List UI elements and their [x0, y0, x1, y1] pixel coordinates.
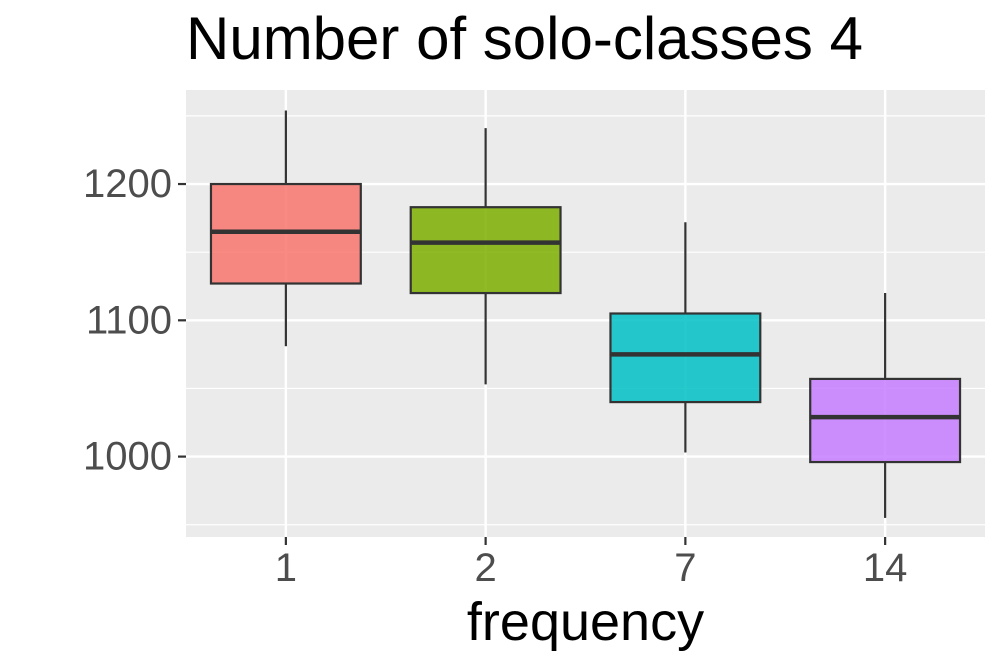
box-body [409, 206, 562, 295]
box-14 [809, 293, 962, 518]
x-tick-label: 7 [674, 546, 696, 590]
box-body [809, 377, 962, 464]
box-2 [409, 128, 562, 385]
x-tick-label: 14 [863, 546, 908, 590]
y-tick-label: 1100 [86, 298, 172, 342]
y-tick-label: 1000 [83, 435, 172, 479]
x-axis: 1 2 7 14 [275, 537, 908, 590]
x-tick-label: 1 [275, 546, 297, 590]
x-tick-label: 2 [475, 546, 497, 590]
box-1 [209, 110, 362, 347]
chart-title: Number of solo-classes 4 [186, 5, 863, 72]
y-axis: 1000 1100 1200 [83, 162, 186, 479]
box-7 [609, 222, 762, 453]
plot-panel [186, 90, 985, 537]
box-body [609, 312, 762, 404]
x-axis-title: frequency [467, 592, 704, 652]
boxes [209, 110, 962, 518]
y-tick-label: 1200 [83, 162, 172, 206]
